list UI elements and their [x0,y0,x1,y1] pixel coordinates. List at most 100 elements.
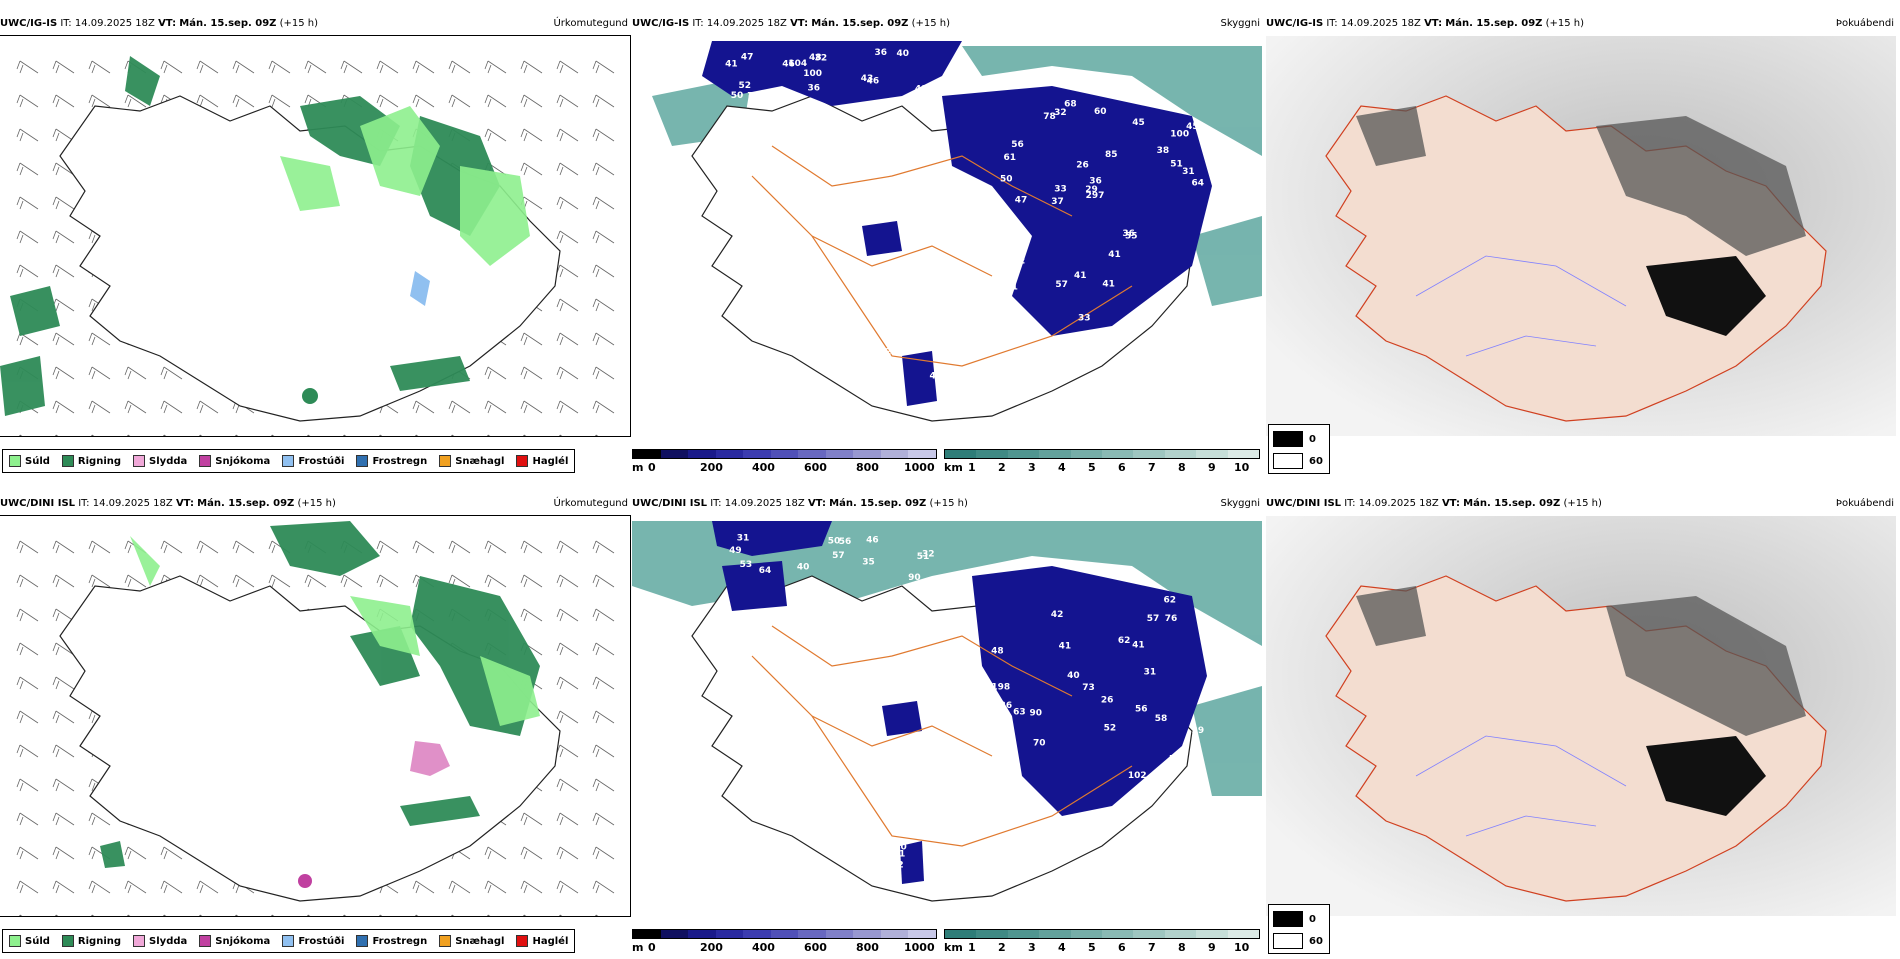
wind-barb [232,94,255,108]
vis-tick: 5 [1088,941,1096,954]
wind-barb [592,676,615,690]
cloud-base-label: 41 [1074,271,1087,281]
wind-barb [16,846,39,860]
wind-barb [556,608,579,622]
cloud-base-label: 31 [737,534,750,544]
wind-barb [268,60,291,74]
wind-barb [52,574,75,588]
lead-time: (+15 h) [1545,18,1585,29]
cloud-base-label: 29 [1085,185,1098,195]
legend-swatch [61,455,74,467]
ceiling-swatch [853,930,881,938]
ceiling-tick: 400 [752,461,775,474]
wind-barb [52,60,75,74]
wind-barb [556,128,579,142]
fog-legend-row: 60 [1273,933,1325,949]
wind-barb [556,230,579,244]
cloud-base-label: 58 [969,292,982,302]
wind-barb [16,230,39,244]
fog-map [1266,516,1896,916]
legend-swatch [439,455,452,467]
wind-barb [160,366,183,380]
cloud-base-label: 63 [1013,708,1026,718]
visibility-swatch [1039,930,1071,938]
vis-tick: 10 [1234,461,1250,474]
wind-barb [88,880,111,894]
legend-item-frostudi: Frostúði [282,935,344,947]
wind-barb [196,540,219,554]
cloud-base-label: 92 [748,93,761,103]
wind-barb [556,60,579,74]
cloud-base-label: 47 [1015,195,1028,205]
wind-barb [16,540,39,554]
wind-barb [556,162,579,176]
vis-tick: 2 [998,461,1006,474]
legend-item-haglel: Haglél [516,935,568,947]
legend-swatch [356,935,369,947]
wind-barb [52,400,75,414]
it-label: IT: [1326,18,1338,29]
legend-swatch [439,935,452,947]
ceiling-colorbar: m 0 200 400 600 800 1000 [632,449,937,475]
vt-label: VT: [790,18,809,29]
cloud-base-label: 31 [1182,167,1195,177]
wind-barb [556,400,579,414]
legend-item-snjokoma: Snjókoma [199,935,270,947]
vt-value: Mán. 15.sep. 09Z [179,18,277,29]
wind-barb [52,332,75,346]
wind-barb [52,94,75,108]
legend-swatch [133,935,146,947]
wind-barb [88,60,111,74]
cloud-base-label: 40 [1067,671,1080,681]
wind-barb [52,642,75,656]
ceiling-swatch [908,450,937,458]
vt-value: Mán. 15.sep. 09Z [1445,18,1543,29]
ceiling-swatch [633,930,661,938]
wind-barb [16,574,39,588]
it-label: IT: [710,498,722,509]
vis-tick: 4 [1058,461,1066,474]
ceiling-tick: 0 [648,461,656,474]
cloud-base-label: 62 [1164,596,1177,606]
legend-item-snaehagl: Snæhagl [439,935,504,947]
wind-barb [196,880,219,894]
wind-barb [52,128,75,142]
fog-legend-row: 60 [1273,453,1325,469]
cloud-base-label: 46 [867,76,880,86]
wind-barb [52,366,75,380]
ceiling-colorbar: m 0 200 400 600 800 1000 [632,929,937,955]
wind-barb [556,332,579,346]
wind-barb [448,880,471,894]
cloud-base-label: 43 [861,74,874,84]
cloud-base-label: 34 [889,382,902,392]
cloud-base-label: 73 [1082,683,1095,693]
wind-barb [124,880,147,894]
cloud-base-label: 35 [862,557,875,567]
wind-barb [520,332,543,346]
wind-barb [16,264,39,278]
wind-barb [124,846,147,860]
cloud-base-label: 82 [986,258,999,268]
visibility-swatch [1164,450,1197,458]
ceiling-tick: 800 [856,461,879,474]
cloud-base-label: 36 [1000,701,1013,711]
vis-tick: 10 [1234,941,1250,954]
fog-panel-row2: UWC/DINI ISL IT: 14.09.2025 18Z VT: Mán.… [1266,494,1896,959]
cloud-base-label: 29 [1192,726,1205,736]
lead-time: (+15 h) [297,498,336,509]
cloud-base-label: 56 [839,537,852,547]
cloud-base-label: 54 [1169,755,1182,765]
panel-header: UWC/IG-IS IT: 14.09.2025 18Z VT: Mán. 15… [0,14,630,34]
wind-barb [592,162,615,176]
vis-unit: km [944,461,963,474]
model-name: UWC/DINI ISL [1266,498,1342,509]
cloud-base-label: 36 [1089,176,1102,186]
ceiling-swatch [770,450,799,458]
wind-barb [592,608,615,622]
ceiling-tick: 600 [804,461,827,474]
wind-barb [556,676,579,690]
panel-title: Skyggni [1220,498,1260,509]
wind-barb [412,60,435,74]
visibility-swatch [1102,450,1134,458]
fog-map [1266,36,1896,436]
